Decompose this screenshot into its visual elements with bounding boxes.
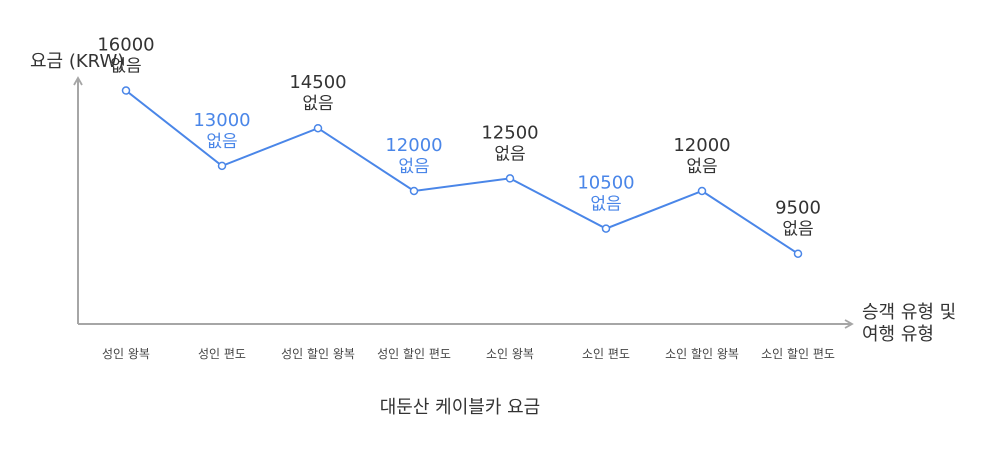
chart-title: 대둔산 케이블카 요금: [380, 397, 540, 418]
y-axis-title: 요금 (KRW): [30, 51, 124, 72]
x-tick-label: 성인 왕복: [102, 347, 150, 361]
data-label-note: 없음: [494, 144, 525, 164]
data-label-note: 없음: [110, 57, 141, 77]
data-label-note: 없음: [590, 195, 621, 215]
data-point: [793, 249, 803, 258]
data-label-note: 없음: [782, 220, 813, 240]
data-label-value: 13000: [193, 110, 250, 131]
data-label-note: 없음: [206, 132, 237, 152]
x-tick-labels: 성인 왕복 성인 편도 성인 할인 왕복 성인 할인 편도 소인 왕복 소인 편도 소인 할…: [102, 347, 835, 361]
x-tick-label: 성인 할인 편도: [377, 347, 451, 361]
data-label-note: 없음: [398, 157, 429, 177]
x-axis-title-line-1: 승객 유형 및: [862, 302, 956, 323]
data-label-value: 12000: [385, 135, 442, 156]
data-point: [217, 161, 227, 171]
data-point: [697, 186, 707, 196]
x-tick-label: 성인 편도: [198, 347, 246, 361]
data-label-value: 12000: [673, 135, 730, 156]
x-tick-label: 소인 편도: [582, 347, 630, 361]
data-label-note: 없음: [302, 94, 333, 114]
x-tick-label: 성인 할인 왕복: [281, 347, 355, 361]
data-label-note: 없음: [686, 157, 717, 177]
series-line: [125, 89, 799, 255]
data-point: [505, 174, 515, 183]
x-tick-label: 소인 왕복: [486, 347, 534, 361]
x-tick-label: 소인 할인 편도: [761, 347, 835, 361]
data-point: [601, 224, 611, 233]
data-label-value: 10500: [577, 173, 634, 194]
x-axis-title-line-2: 여행 유형: [862, 324, 934, 345]
x-tick-label: 소인 할인 왕복: [665, 347, 739, 361]
data-label-value: 12500: [481, 122, 538, 143]
data-point: [121, 86, 131, 95]
data-point: [409, 186, 419, 196]
data-points: [121, 86, 803, 258]
x-axis-title: 승객 유형 및 여행 유형: [862, 302, 962, 345]
data-label-value: 16000: [97, 35, 154, 56]
data-labels: 16000없음13000없음14500없음12000없음12500없음10500…: [97, 35, 821, 240]
data-label-value: 14500: [289, 72, 346, 93]
data-point: [313, 123, 323, 133]
data-label-value: 9500: [775, 198, 821, 219]
